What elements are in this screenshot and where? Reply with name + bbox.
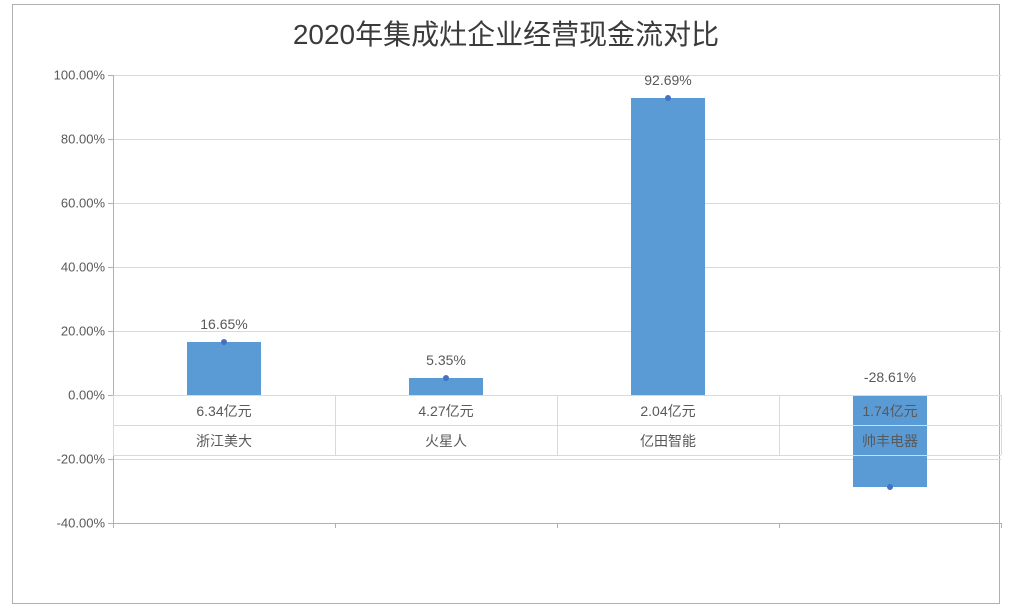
category-divider: [557, 395, 558, 455]
bar-data-label: 92.69%: [644, 72, 691, 92]
chart-title: 2020年集成灶企业经营现金流对比: [13, 13, 999, 53]
gridline: [113, 203, 1001, 204]
category-name-cell: 亿田智能: [557, 425, 779, 455]
plot-area: -40.00%-20.00%0.00%20.00%40.00%60.00%80.…: [113, 75, 1001, 523]
y-tick-label: -20.00%: [57, 452, 105, 467]
bar: [631, 98, 704, 395]
y-tick-label: 60.00%: [61, 196, 105, 211]
category-value-cell: 2.04亿元: [557, 395, 779, 425]
y-tick-mark: [108, 139, 113, 140]
category-value-cell: 6.34亿元: [113, 395, 335, 425]
bar-data-label: 5.35%: [426, 352, 466, 372]
category-divider: [335, 395, 336, 455]
category-name-cell: 帅丰电器: [779, 425, 1001, 455]
y-tick-mark: [108, 459, 113, 460]
x-tick-mark: [335, 523, 336, 528]
y-tick-mark: [108, 267, 113, 268]
bar-tip-marker: [443, 375, 449, 381]
category-name-cell: 浙江美大: [113, 425, 335, 455]
y-tick-mark: [108, 395, 113, 396]
y-tick-label: -40.00%: [57, 516, 105, 531]
gridline: [113, 139, 1001, 140]
gridline: [113, 75, 1001, 76]
bar-tip-marker: [221, 339, 227, 345]
x-tick-mark: [557, 523, 558, 528]
y-tick-label: 100.00%: [54, 68, 105, 83]
bar-data-label: -28.61%: [864, 369, 916, 389]
y-tick-label: 80.00%: [61, 132, 105, 147]
category-name-cell: 火星人: [335, 425, 557, 455]
y-tick-label: 0.00%: [68, 388, 105, 403]
x-tick-mark: [113, 523, 114, 528]
y-tick-mark: [108, 331, 113, 332]
category-divider: [779, 395, 780, 455]
category-value-cell: 1.74亿元: [779, 395, 1001, 425]
x-tick-mark: [1001, 523, 1002, 528]
category-table-bottom: [113, 455, 1001, 456]
y-tick-label: 40.00%: [61, 260, 105, 275]
bar-tip-marker: [887, 484, 893, 490]
y-tick-label: 20.00%: [61, 324, 105, 339]
gridline: [113, 267, 1001, 268]
chart-frame: 2020年集成灶企业经营现金流对比 -40.00%-20.00%0.00%20.…: [12, 4, 1000, 604]
x-tick-mark: [779, 523, 780, 528]
category-divider: [1001, 395, 1002, 455]
bar: [187, 342, 260, 395]
category-value-cell: 4.27亿元: [335, 395, 557, 425]
bar-data-label: 16.65%: [200, 316, 247, 336]
y-tick-mark: [108, 203, 113, 204]
category-divider: [113, 395, 114, 455]
y-tick-mark: [108, 75, 113, 76]
